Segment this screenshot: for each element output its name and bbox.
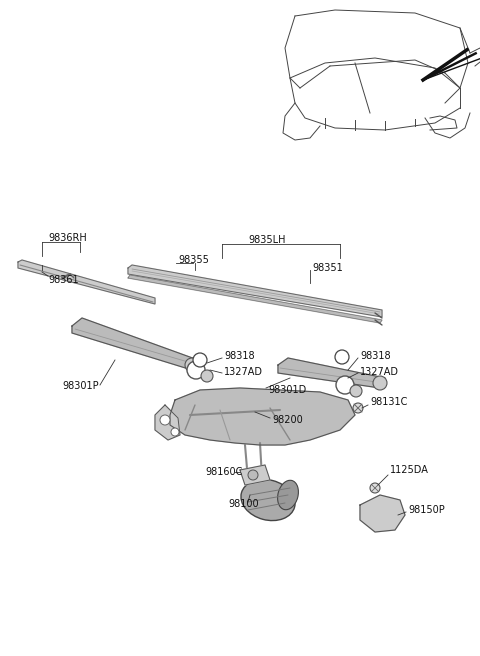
Polygon shape: [128, 265, 382, 317]
Circle shape: [193, 353, 207, 367]
Circle shape: [350, 385, 362, 397]
Polygon shape: [240, 465, 270, 485]
Polygon shape: [170, 388, 355, 445]
Text: 98100: 98100: [228, 499, 259, 509]
Text: 98200: 98200: [272, 415, 303, 425]
Text: 98355: 98355: [178, 255, 209, 265]
Polygon shape: [155, 405, 180, 440]
Text: 98150P: 98150P: [408, 505, 445, 515]
Text: 98318: 98318: [224, 351, 254, 361]
Polygon shape: [360, 495, 405, 532]
Text: 98131C: 98131C: [370, 397, 408, 407]
Circle shape: [370, 483, 380, 493]
Text: 98160C: 98160C: [205, 467, 242, 477]
Text: 1125DA: 1125DA: [390, 465, 429, 475]
Circle shape: [248, 470, 258, 480]
Circle shape: [353, 403, 363, 413]
Circle shape: [185, 358, 199, 372]
Text: 98301P: 98301P: [62, 381, 98, 391]
Text: 9836RH: 9836RH: [48, 233, 87, 243]
Ellipse shape: [277, 480, 299, 510]
Polygon shape: [72, 318, 198, 370]
Circle shape: [336, 376, 354, 394]
Text: 1327AD: 1327AD: [360, 367, 399, 377]
Text: 9835LH: 9835LH: [248, 235, 286, 245]
Circle shape: [201, 370, 213, 382]
Circle shape: [373, 376, 387, 390]
Text: 1327AD: 1327AD: [224, 367, 263, 377]
Ellipse shape: [241, 480, 295, 521]
Circle shape: [187, 361, 205, 379]
Polygon shape: [278, 358, 385, 388]
Polygon shape: [128, 275, 382, 323]
Circle shape: [335, 350, 349, 364]
Text: 98351: 98351: [312, 263, 343, 273]
Polygon shape: [18, 260, 155, 304]
Text: 98361: 98361: [48, 275, 79, 285]
Circle shape: [160, 415, 170, 425]
Text: 98301D: 98301D: [268, 385, 306, 395]
Circle shape: [171, 428, 179, 436]
Text: 98318: 98318: [360, 351, 391, 361]
